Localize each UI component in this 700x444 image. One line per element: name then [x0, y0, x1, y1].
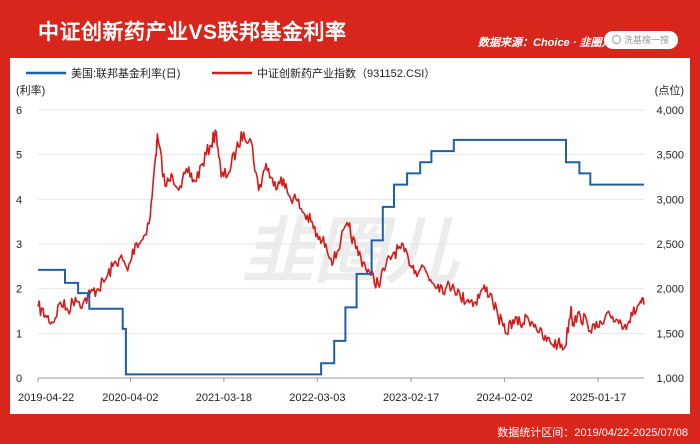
data-period: 数据统计区间：2019/04/22-2025/07/08	[497, 427, 688, 439]
y-left-tick-label: 0	[16, 373, 22, 385]
search-icon	[612, 35, 621, 44]
y-left-tick-label: 2	[16, 284, 22, 296]
y-right-tick-label: 1,000	[656, 373, 684, 385]
y-left-tick-label: 6	[16, 105, 22, 117]
x-tick-label: 2024-02-02	[476, 392, 532, 404]
x-tick-label: 2022-03-03	[289, 392, 345, 404]
page-title: 中证创新药产业VS联邦基金利率	[38, 21, 347, 44]
x-tick-label: 2020-04-02	[102, 392, 158, 404]
y-left-tick-label: 5	[16, 150, 22, 162]
y-right-tick-label: 1,500	[656, 328, 684, 340]
x-tick-label: 2023-02-17	[383, 392, 439, 404]
x-tick-label: 2021-03-18	[196, 392, 252, 404]
y-right-tick-label: 3,500	[656, 150, 684, 162]
y-right-axis-label: (点位)	[655, 83, 684, 97]
y-left-ticks: 0 1 2 3 4 5 6	[16, 105, 22, 385]
search-input[interactable]: 洗基搜一搜	[604, 31, 678, 49]
legend: 美国:联邦基金利率(日) 中证创新药产业指数（931152.CSI）	[26, 66, 435, 80]
y-right-ticks: 1,000 1,500 2,000 2,500 3,000 3,500 4,000	[656, 105, 684, 385]
x-ticks: 2019-04-22 2020-04-02 2021-03-18 2022-03-03…	[18, 378, 626, 404]
series-line-index	[37, 129, 645, 351]
y-left-tick-label: 4	[16, 194, 22, 206]
y-left-tick-label: 3	[16, 239, 22, 251]
data-source: 数据来源：Choice · 韭圈儿App	[478, 37, 634, 49]
gridlines	[38, 109, 644, 379]
y-right-tick-label: 3,000	[656, 194, 684, 206]
y-right-tick-label: 2,000	[656, 284, 684, 296]
watermark: 韭圈儿	[242, 212, 461, 292]
y-right-tick-label: 4,000	[656, 105, 684, 117]
y-right-tick-label: 2,500	[656, 239, 684, 251]
legend-label-rate: 美国:联邦基金利率(日)	[71, 66, 180, 80]
search-placeholder: 洗基搜一搜	[624, 35, 670, 45]
y-left-axis-label: (利率)	[16, 83, 45, 97]
y-left-tick-label: 1	[16, 328, 22, 340]
x-tick-label: 2025-01-17	[570, 392, 626, 404]
series-line-rate	[38, 138, 644, 376]
x-tick-label: 2019-04-22	[18, 392, 74, 404]
chart-panel: 韭圈儿 美国:联邦基金利率(日) 中证创新药产业指数（931152.CSI） (…	[10, 58, 690, 414]
line-chart: 韭圈儿 美国:联邦基金利率(日) 中证创新药产业指数（931152.CSI） (…	[16, 66, 684, 404]
legend-label-index: 中证创新药产业指数（931152.CSI）	[257, 66, 435, 80]
